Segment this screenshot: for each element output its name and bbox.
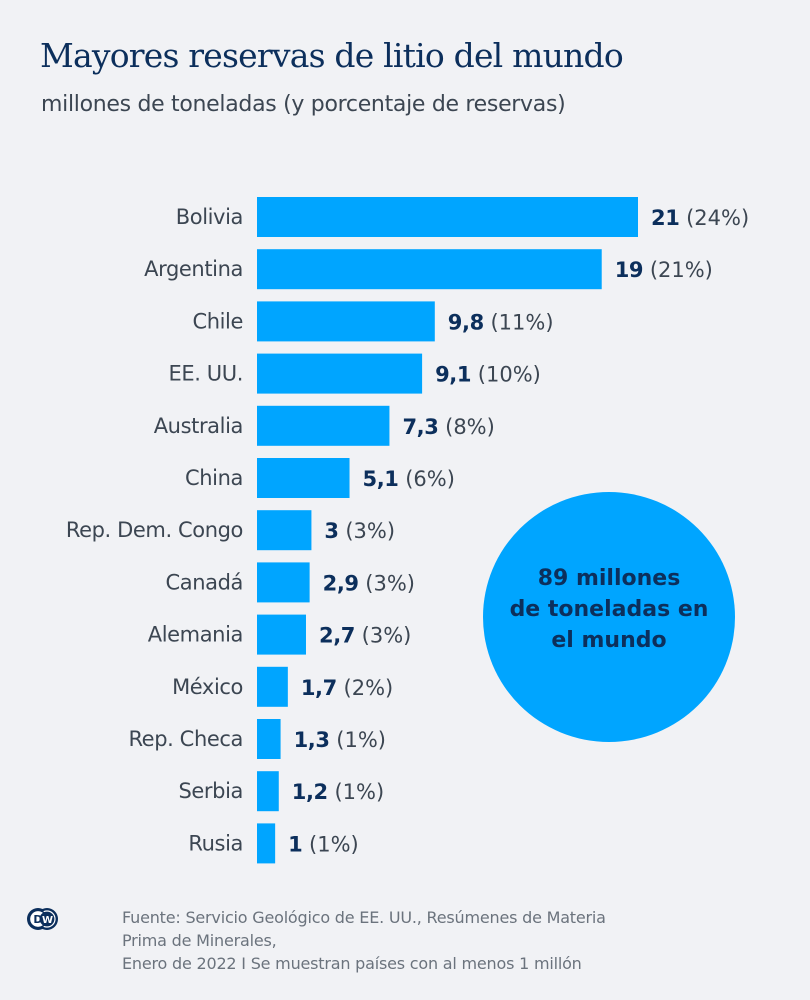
total-annotation-circle: 89 millones de toneladas en el mundo — [483, 492, 735, 742]
total-annotation-line-1: 89 millones — [537, 565, 681, 591]
data-label: 1,2 (1%) — [292, 780, 384, 804]
percent-label: (11%) — [484, 310, 554, 334]
percent-label: (8%) — [438, 415, 494, 439]
category-label: Chile — [192, 309, 243, 333]
svg-text:W: W — [42, 915, 53, 926]
data-label: 1,3 (1%) — [294, 728, 386, 752]
data-label: 5,1 (6%) — [363, 467, 455, 491]
source-line-2: Prima de Minerales, — [122, 931, 277, 950]
bar — [257, 771, 279, 812]
bar — [257, 353, 423, 394]
percent-label: (1%) — [328, 780, 384, 804]
bar — [257, 458, 350, 498]
source-note: Fuente: Servicio Geológico de EE. UU., R… — [122, 906, 606, 975]
value-label: 1,7 — [301, 676, 337, 700]
value-label: 1,2 — [292, 780, 328, 804]
dw-logo-icon: D W — [27, 908, 58, 930]
value-label: 2,7 — [319, 624, 355, 648]
chart-subtitle: millones de toneladas (y porcentaje de r… — [41, 92, 566, 117]
category-label: Alemania — [148, 623, 243, 647]
data-label: 1 (1%) — [288, 832, 359, 856]
bar — [257, 249, 602, 290]
chart-title: Mayores reservas de litio del mundo — [40, 36, 624, 75]
total-annotation-text: 89 millones de toneladas en el mundo — [509, 563, 709, 656]
percent-label: (6%) — [399, 467, 455, 491]
source-line-1: Fuente: Servicio Geológico de EE. UU., R… — [122, 908, 606, 927]
bar — [257, 301, 435, 342]
percent-label: (10%) — [471, 363, 541, 387]
value-label: 19 — [615, 258, 643, 282]
category-label: Australia — [154, 414, 243, 438]
category-label: Rep. Dem. Congo — [66, 518, 243, 542]
percent-label: (3%) — [339, 519, 395, 543]
value-label: 9,1 — [435, 363, 471, 387]
category-label: EE. UU. — [168, 362, 243, 386]
value-label: 9,8 — [448, 310, 484, 334]
source-line-3: Enero de 2022 I Se muestran países con a… — [122, 954, 582, 973]
total-annotation-line-2: de toneladas en — [509, 596, 709, 622]
category-label: Rusia — [188, 831, 243, 855]
bar — [257, 666, 288, 707]
category-label: Canadá — [165, 570, 243, 594]
data-label: 19 (21%) — [615, 258, 713, 282]
value-label: 21 — [651, 206, 679, 230]
data-label: 1,7 (2%) — [301, 676, 393, 700]
svg-text:D: D — [33, 913, 42, 926]
value-label: 2,9 — [323, 571, 359, 595]
category-label: Bolivia — [176, 205, 243, 229]
bar — [257, 719, 281, 759]
percent-label: (3%) — [355, 624, 411, 648]
percent-label: (21%) — [643, 258, 713, 282]
data-label: 9,8 (11%) — [448, 310, 554, 334]
value-label: 1,3 — [294, 728, 330, 752]
bar — [257, 510, 312, 551]
category-label: México — [172, 675, 243, 699]
bars-group: Bolivia 21 (24%) Argentina 19 (21%) Chile 9,8… — [66, 197, 749, 864]
percent-label: (3%) — [359, 571, 415, 595]
value-label: 3 — [324, 519, 338, 543]
data-label: 2,7 (3%) — [319, 624, 411, 648]
percent-label: (2%) — [337, 676, 393, 700]
bar — [257, 562, 310, 603]
bar — [257, 614, 306, 655]
value-label: 7,3 — [402, 415, 438, 439]
category-label: Serbia — [178, 779, 243, 803]
category-label: China — [185, 466, 243, 490]
category-label: Rep. Checa — [128, 727, 243, 751]
data-label: 7,3 (8%) — [402, 415, 494, 439]
bar — [257, 823, 276, 864]
percent-label: (1%) — [330, 728, 386, 752]
bar — [257, 405, 390, 446]
value-label: 5,1 — [363, 467, 399, 491]
percent-label: (24%) — [679, 206, 749, 230]
data-label: 21 (24%) — [651, 206, 749, 230]
data-label: 3 (3%) — [324, 519, 395, 543]
value-label: 1 — [288, 832, 302, 856]
total-annotation-line-3: el mundo — [551, 627, 667, 653]
data-label: 9,1 (10%) — [435, 363, 541, 387]
data-label: 2,9 (3%) — [323, 571, 415, 595]
bar — [257, 197, 638, 237]
bar-chart: Bolivia 21 (24%) Argentina 19 (21%) Chile 9,8… — [66, 197, 749, 864]
category-label: Argentina — [144, 257, 243, 281]
percent-label: (1%) — [302, 832, 358, 856]
